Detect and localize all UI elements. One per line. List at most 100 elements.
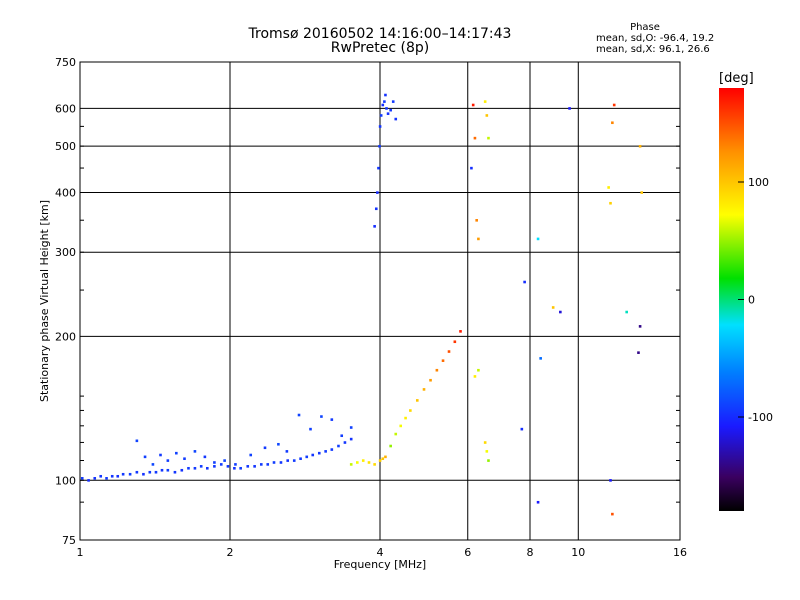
y-axis-label: Stationary phase Virtual Height [km]: [38, 200, 51, 402]
data-point: [246, 465, 250, 468]
data-point: [377, 166, 380, 170]
chart-title: Tromsø 20160502 14:16:00–14:17:43: [248, 26, 512, 42]
data-point: [148, 470, 152, 474]
data-point: [286, 459, 290, 462]
data-point: [324, 450, 327, 453]
data-point: [160, 468, 164, 472]
data-point: [143, 455, 147, 459]
data-point: [441, 359, 445, 362]
data-point: [483, 100, 487, 103]
data-point: [367, 461, 371, 464]
data-point: [383, 100, 386, 103]
data-point: [539, 357, 542, 360]
y-tick-label: 750: [55, 56, 76, 69]
data-point: [381, 103, 385, 107]
x-tick-label: 1: [77, 546, 84, 559]
data-point: [121, 472, 125, 476]
data-point: [361, 459, 365, 462]
x-axis-label: Frequency [MHz]: [334, 558, 426, 571]
data-point: [399, 424, 403, 428]
data-point: [638, 325, 642, 328]
data-point: [166, 468, 170, 472]
data-point: [340, 434, 344, 438]
phase-stats-x: mean, sd,X: 96.1, 26.6: [596, 44, 710, 55]
data-point: [523, 280, 526, 284]
data-point: [373, 463, 376, 466]
plot-frame: [79, 61, 681, 541]
data-point: [263, 446, 267, 450]
data-point: [151, 463, 155, 466]
data-point: [559, 310, 562, 314]
data-point: [116, 474, 120, 478]
data-point: [239, 466, 242, 470]
data-point: [435, 368, 439, 372]
data-point: [99, 474, 103, 478]
data-point: [568, 107, 571, 110]
data-point: [638, 144, 642, 148]
data-point: [173, 470, 177, 474]
data-point: [233, 466, 236, 470]
data-point: [384, 93, 387, 97]
data-point: [297, 413, 301, 417]
data-point: [213, 461, 216, 464]
data-point: [180, 468, 184, 472]
data-point: [485, 114, 489, 117]
data-point: [384, 455, 387, 459]
data-point: [187, 466, 190, 470]
data-point: [483, 441, 487, 444]
data-point: [415, 399, 419, 402]
data-point: [637, 351, 640, 354]
phase-stats-o-values: -96.4, 19.2: [659, 33, 715, 44]
data-point: [110, 474, 114, 478]
data-point: [219, 463, 223, 466]
data-point: [299, 457, 302, 461]
data-point: [385, 107, 388, 110]
data-point: [611, 512, 614, 516]
data-point: [394, 432, 398, 436]
data-point: [391, 100, 395, 103]
data-point: [609, 479, 612, 482]
data-point: [378, 144, 381, 148]
data-point: [135, 470, 139, 474]
data-point: [473, 136, 477, 140]
data-point: [183, 457, 186, 461]
data-point: [223, 459, 226, 462]
data-point: [429, 378, 432, 382]
data-point: [453, 340, 457, 344]
colorbar-tick-label: 100: [748, 176, 769, 189]
data-point: [487, 136, 490, 140]
data-point: [536, 237, 540, 241]
data-point: [349, 426, 353, 429]
data-point: [205, 466, 209, 470]
data-point: [485, 450, 489, 453]
data-point: [487, 459, 490, 462]
data-point: [80, 477, 84, 480]
data-point: [625, 310, 628, 314]
data-point: [447, 350, 451, 353]
data-point: [477, 237, 480, 241]
data-point: [277, 442, 280, 446]
data-point: [128, 472, 132, 476]
data-point: [87, 479, 90, 482]
data-point: [249, 453, 253, 457]
data-point: [379, 114, 383, 117]
data-point: [337, 444, 340, 448]
y-tick-label: 75: [62, 534, 76, 547]
data-point: [355, 461, 359, 464]
y-tick-label: 500: [55, 140, 76, 153]
data-point: [612, 103, 616, 107]
x-tick-label: 8: [527, 546, 534, 559]
data-point: [166, 459, 170, 462]
data-point: [203, 455, 207, 459]
data-point: [381, 457, 385, 461]
data-point: [305, 455, 309, 459]
data-point: [422, 388, 426, 391]
data-point: [175, 451, 178, 455]
data-point: [330, 418, 334, 421]
data-point: [374, 207, 378, 211]
data-point: [213, 465, 216, 468]
data-point: [320, 415, 323, 418]
data-point: [285, 450, 289, 453]
data-point: [226, 465, 230, 468]
data-point: [279, 461, 283, 464]
